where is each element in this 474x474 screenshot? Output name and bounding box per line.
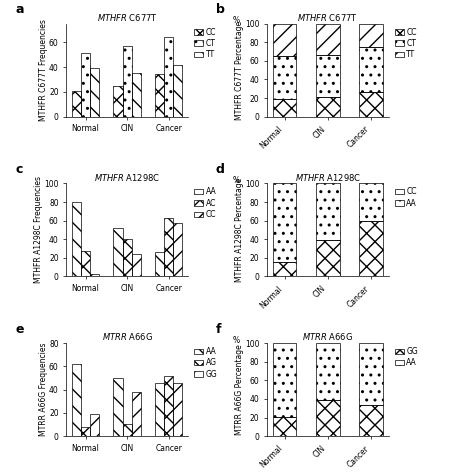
Bar <box>316 183 340 240</box>
Y-axis label: MTHFR A1298C Frequencies: MTHFR A1298C Frequencies <box>34 176 43 283</box>
Title: $\it{MTRR}$ A66G: $\it{MTRR}$ A66G <box>302 331 353 342</box>
Bar <box>359 220 383 276</box>
Bar <box>90 414 100 436</box>
Text: c: c <box>15 163 23 176</box>
Bar <box>359 183 383 220</box>
Bar <box>155 74 164 117</box>
Y-axis label: MTRR A66G Percentage: MTRR A66G Percentage <box>235 344 244 435</box>
Title: $\it{MTHFR}$ A1298C: $\it{MTHFR}$ A1298C <box>94 172 160 182</box>
Text: e: e <box>15 323 24 336</box>
Bar <box>164 376 173 436</box>
Bar <box>273 56 296 99</box>
Bar <box>273 183 296 263</box>
Bar <box>113 378 123 436</box>
Legend: AA, AG, GG: AA, AG, GG <box>194 347 218 379</box>
Bar <box>123 239 132 276</box>
Bar <box>359 92 383 117</box>
Text: d: d <box>216 163 225 176</box>
Bar <box>316 240 340 276</box>
Bar <box>113 86 123 117</box>
Legend: CC, CT, TT: CC, CT, TT <box>395 27 417 59</box>
Bar <box>316 97 340 117</box>
Bar <box>173 64 182 117</box>
Title: $\it{MTHFR}$ A1298C: $\it{MTHFR}$ A1298C <box>295 172 361 182</box>
Bar <box>90 68 100 117</box>
Bar <box>273 343 296 417</box>
Bar <box>316 55 340 97</box>
Bar <box>132 392 141 436</box>
Title: $\it{MTHFR}$ C677T: $\it{MTHFR}$ C677T <box>298 12 358 23</box>
Bar <box>155 383 164 436</box>
Bar <box>316 400 340 436</box>
Bar <box>113 228 123 276</box>
Bar <box>359 404 383 436</box>
Bar <box>359 24 383 47</box>
Text: %: % <box>233 176 240 185</box>
Bar <box>123 425 132 436</box>
Legend: AA, AC, CC: AA, AC, CC <box>194 187 217 219</box>
Y-axis label: MTHFR A1298C Percentage: MTHFR A1298C Percentage <box>235 178 244 282</box>
Y-axis label: MTHFR C677T Percentage: MTHFR C677T Percentage <box>235 20 244 120</box>
Bar <box>273 24 296 56</box>
Bar <box>72 202 81 276</box>
Text: a: a <box>15 3 24 16</box>
Bar <box>173 223 182 276</box>
Bar <box>123 46 132 117</box>
Bar <box>273 417 296 436</box>
Bar <box>316 343 340 400</box>
Bar <box>81 54 90 117</box>
Text: %: % <box>233 16 240 25</box>
Bar <box>316 24 340 55</box>
Title: $\it{MTHFR}$ C677T: $\it{MTHFR}$ C677T <box>97 12 157 23</box>
Bar <box>273 263 296 276</box>
Y-axis label: MTHFR C677T Frequencies: MTHFR C677T Frequencies <box>38 19 47 121</box>
Text: b: b <box>216 3 225 16</box>
Bar <box>132 254 141 276</box>
Legend: CC, AA: CC, AA <box>395 187 417 208</box>
Y-axis label: MTRR A66G Frequencies: MTRR A66G Frequencies <box>38 343 47 437</box>
Bar <box>81 427 90 436</box>
Bar <box>173 383 182 436</box>
Bar <box>72 91 81 117</box>
Bar <box>81 251 90 276</box>
Bar <box>155 252 164 276</box>
Bar <box>164 37 173 117</box>
Text: f: f <box>216 323 221 336</box>
Title: $\it{MTRR}$ A66G: $\it{MTRR}$ A66G <box>102 331 153 342</box>
Bar <box>359 47 383 92</box>
Legend: GG, AA: GG, AA <box>395 347 418 367</box>
Bar <box>164 218 173 276</box>
Bar <box>90 273 100 276</box>
Bar <box>359 343 383 404</box>
Text: %: % <box>233 336 240 345</box>
Legend: CC, CT, TT: CC, CT, TT <box>194 27 216 59</box>
Bar <box>72 364 81 436</box>
Bar <box>132 73 141 117</box>
Bar <box>273 99 296 117</box>
